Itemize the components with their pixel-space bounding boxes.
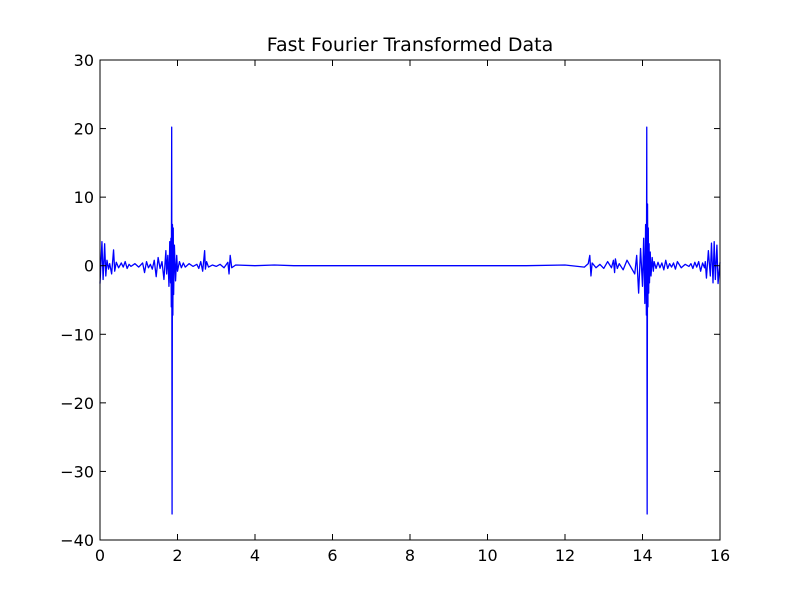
x-tick-label: 0	[95, 546, 105, 565]
series-layer	[99, 126, 721, 515]
x-tick-label: 2	[172, 546, 182, 565]
y-tick-label: 0	[84, 257, 94, 276]
x-tick-label: 10	[477, 546, 497, 565]
x-tick-label: 4	[250, 546, 260, 565]
y-tick-label: 20	[74, 120, 94, 139]
x-tick-label: 14	[632, 546, 652, 565]
x-tick-label: 16	[710, 546, 730, 565]
x-tick-label: 12	[555, 546, 575, 565]
x-tick-label: 6	[327, 546, 337, 565]
y-tick-label: −40	[60, 531, 94, 550]
y-tick-label: 10	[74, 188, 94, 207]
series-line-fft	[99, 126, 721, 515]
axes-frame	[99, 59, 721, 541]
ticks-layer	[99, 59, 721, 541]
y-tick-label: −30	[60, 462, 94, 481]
y-tick-label: −10	[60, 325, 94, 344]
y-tick-label: −20	[60, 394, 94, 413]
chart-title: Fast Fourier Transformed Data	[266, 34, 554, 56]
labels-layer: 0 2 4 6 8 10 12 14 16 30 20 10 0 −10 −20 −30 −40	[60, 51, 730, 565]
x-tick-label: 8	[405, 546, 415, 565]
y-tick-label: 30	[74, 51, 94, 70]
